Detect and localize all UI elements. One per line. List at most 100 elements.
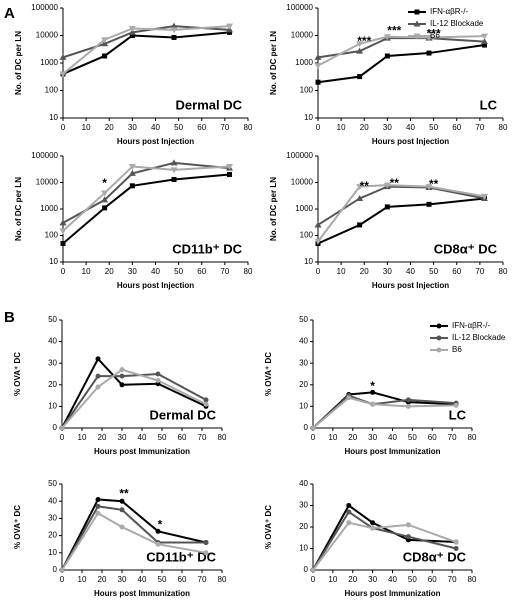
y-tick-label: 0 <box>53 423 58 432</box>
x-tick-label: 40 <box>388 575 397 584</box>
data-point <box>95 373 101 379</box>
x-tick-label: 40 <box>151 123 160 132</box>
data-point <box>171 176 177 182</box>
chart-title: CD11b⁺ DC <box>172 241 242 256</box>
x-tick-label: 20 <box>105 267 114 276</box>
y-tick-label: 10 <box>49 257 58 266</box>
y-tick-label: 10 <box>304 257 313 266</box>
x-tick-label: 30 <box>128 267 137 276</box>
y-tick-label: 10 <box>48 402 57 411</box>
data-point <box>203 550 209 556</box>
x-tick-label: 50 <box>174 267 183 276</box>
data-point <box>102 205 108 211</box>
x-tick-label: 40 <box>388 433 397 442</box>
x-tick-label: 70 <box>220 267 229 276</box>
y-tick-label: 30 <box>299 501 308 510</box>
data-point <box>481 38 488 45</box>
x-tick-label: 20 <box>360 267 369 276</box>
data-point <box>170 159 178 166</box>
y-tick-label: 1000 <box>40 58 58 67</box>
y-tick-label: 100000 <box>31 3 58 12</box>
data-point <box>59 567 65 573</box>
data-point <box>155 371 161 377</box>
data-point <box>101 37 109 44</box>
y-tick-label: 100 <box>300 231 314 240</box>
y-tick-label: 50 <box>48 479 57 488</box>
x-tick-label: 20 <box>360 123 369 132</box>
y-tick-label: 0 <box>304 565 309 574</box>
x-tick-label: 0 <box>311 433 316 442</box>
legend-marker <box>414 9 420 15</box>
data-point <box>60 240 66 246</box>
y-tick-label: 40 <box>48 337 57 346</box>
y-axis-label: % OVA⁺ DC <box>264 505 273 549</box>
x-tick-label: 40 <box>138 575 147 584</box>
data-point <box>384 204 390 210</box>
x-tick-label: 40 <box>151 267 160 276</box>
data-point <box>453 546 459 551</box>
x-tick-label: 60 <box>178 575 187 584</box>
y-tick-label: 40 <box>48 496 57 505</box>
chart-title: Dermal DC <box>176 97 243 112</box>
data-point <box>119 498 125 504</box>
data-point <box>203 401 209 407</box>
y-tick-label: 50 <box>48 315 57 324</box>
x-tick-label: 50 <box>429 123 438 132</box>
x-tick-label: 70 <box>475 123 484 132</box>
x-tick-label: 80 <box>468 433 477 442</box>
x-tick-label: 60 <box>178 433 187 442</box>
x-tick-label: 70 <box>198 575 207 584</box>
data-point <box>128 25 136 32</box>
data-point <box>95 356 101 362</box>
legend-label: IFN-αβR-/- <box>430 7 468 16</box>
legend-label: B6 <box>452 345 462 354</box>
data-point <box>128 164 136 171</box>
x-tick-label: 80 <box>499 267 508 276</box>
x-tick-label: 50 <box>429 267 438 276</box>
data-point <box>310 567 316 573</box>
data-point <box>370 401 376 407</box>
chart-title: Dermal DC <box>150 407 217 422</box>
data-point <box>203 539 209 545</box>
data-point <box>384 53 390 59</box>
data-point <box>95 384 101 390</box>
data-point <box>59 219 67 226</box>
x-tick-label: 60 <box>197 123 206 132</box>
x-tick-label: 70 <box>220 123 229 132</box>
data-point <box>370 520 376 526</box>
data-point <box>226 23 233 30</box>
y-axis-label: No. of DC per LN <box>14 31 23 95</box>
y-tick-label: 20 <box>299 380 308 389</box>
data-point <box>155 377 161 383</box>
data-point <box>481 193 488 200</box>
y-axis-label: % OVA⁺ DC <box>264 352 273 396</box>
x-tick-label: 0 <box>316 267 321 276</box>
data-point <box>425 184 433 191</box>
y-axis-label: No. of DC per LN <box>14 177 23 241</box>
y-tick-label: 10000 <box>36 31 59 40</box>
data-point <box>95 496 101 502</box>
x-tick-label: 80 <box>244 267 253 276</box>
x-tick-label: 20 <box>105 123 114 132</box>
x-tick-label: 10 <box>337 267 346 276</box>
x-tick-label: 20 <box>348 575 357 584</box>
data-point <box>405 403 411 409</box>
y-tick-label: 40 <box>299 479 308 488</box>
y-tick-label: 40 <box>299 337 308 346</box>
x-tick-label: 70 <box>448 575 457 584</box>
data-point <box>314 221 322 228</box>
data-point <box>356 47 364 54</box>
annotation: * <box>370 379 375 393</box>
y-tick-label: 100000 <box>31 151 58 160</box>
panel-label: B <box>4 309 15 326</box>
y-tick-label: 20 <box>299 522 308 531</box>
y-tick-label: 1000 <box>295 58 313 67</box>
data-point <box>129 33 135 38</box>
x-tick-label: 0 <box>316 123 321 132</box>
data-point <box>405 534 411 540</box>
data-point <box>425 34 433 41</box>
x-tick-label: 80 <box>218 433 227 442</box>
data-point <box>155 528 161 534</box>
data-point <box>203 397 209 403</box>
annotation: ** <box>360 179 370 193</box>
